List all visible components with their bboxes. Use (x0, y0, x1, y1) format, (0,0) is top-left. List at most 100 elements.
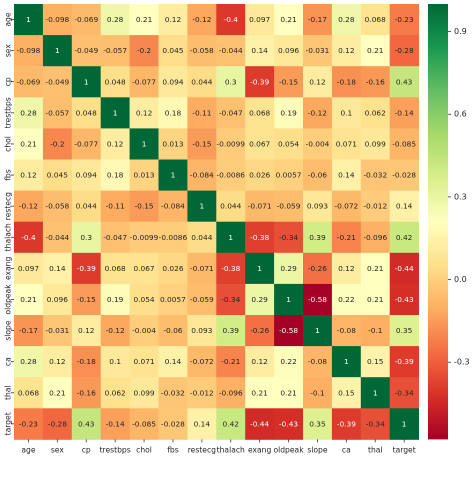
cell-value-label: 1 (373, 388, 378, 397)
colorbar (428, 4, 448, 440)
heatmap-cell-thal-cp (71, 377, 102, 409)
heatmap-cell-ca-chol (129, 346, 159, 378)
cell-value-label: 0.096 (278, 46, 299, 55)
cell-value-label: 0.071 (133, 357, 154, 366)
cell-value-label: -0.44 (395, 264, 414, 273)
cell-value-label: 0.19 (107, 295, 124, 304)
heatmap-cell-age-fbs (158, 4, 188, 36)
cell-value-label: -0.11 (192, 108, 211, 117)
cell-value-label: 0.28 (20, 357, 37, 366)
heatmap-cell-slope-exang (245, 315, 275, 347)
cell-value-label: -0.2 (137, 46, 151, 55)
heatmap-cell-age-sex (42, 4, 73, 36)
cell-value-label: 0.0057 (160, 295, 186, 304)
cell-value-label: -0.4 (21, 233, 36, 242)
cell-value-label: -0.1 (310, 388, 325, 397)
heatmap-cell-sex-thal (360, 35, 391, 67)
y-tick-labels: age sex cp trestbps chol fbs restecg thalach exa… (4, 12, 14, 435)
x-tick-label: thal (368, 445, 383, 454)
cell-value-label: 1 (113, 108, 118, 117)
heatmap-cell-target-thal (360, 408, 391, 440)
heatmap-cell-thal-fbs (158, 377, 188, 409)
x-tick-label: fbs (167, 445, 178, 454)
heatmap-cell-fbs-chol (129, 159, 159, 191)
heatmap-cell-thalach-thal (360, 221, 391, 254)
heatmap-cell-fbs-age (14, 159, 44, 191)
cell-value-label: 0.099 (133, 388, 154, 397)
cell-value-label: -0.096 (363, 233, 387, 242)
cell-value-label: 1 (257, 264, 262, 273)
cell-value-label: -0.069 (74, 15, 98, 24)
cell-value-label: -0.58 (279, 326, 298, 335)
y-tick-label: exang (4, 257, 13, 280)
heatmap-cell-trestbps-trestbps (100, 97, 130, 129)
cell-value-label: 0.097 (18, 264, 39, 273)
heatmap-cell-thalach-exang (245, 221, 275, 254)
cell-value-label: 0.12 (309, 77, 325, 86)
cell-value-label: -0.049 (45, 77, 69, 86)
heatmap-cell-age-thalach (216, 4, 246, 36)
heatmap-cell-exang-restecg (187, 252, 217, 285)
cell-value-label: 0.3 (80, 233, 92, 242)
heatmap-cell-trestbps-target (389, 97, 419, 129)
cell-value-label: 0.044 (76, 202, 97, 211)
cell-value-label: -0.084 (161, 202, 185, 211)
cell-value-label: 1 (142, 139, 147, 148)
cell-value-label: 0.1 (109, 357, 121, 366)
cell-value-label: 0.43 (396, 77, 413, 86)
heatmap-cell-target-sex (42, 408, 73, 440)
x-tick-label: chol (136, 445, 152, 454)
cell-value-label: -0.39 (77, 264, 96, 273)
cell-value-label: 0.12 (136, 108, 152, 117)
heatmap-cell-slope-ca (331, 315, 362, 347)
heatmap-cell-trestbps-fbs (158, 97, 188, 129)
heatmap-cell-age-target (389, 4, 419, 36)
cell-value-label: 0.093 (307, 202, 328, 211)
heatmap-cell-thal-age (14, 377, 44, 409)
heatmap-cell-ca-age (14, 346, 44, 378)
heatmap-cell-thal-oldpeak (274, 377, 304, 409)
heatmap-cell-thal-ca (331, 377, 362, 409)
heatmap-cell-ca-trestbps (100, 346, 130, 378)
y-tick-label: thalach (4, 223, 13, 251)
heatmap-cell-thalach-thalach (216, 221, 246, 254)
cell-value-label: 1 (199, 202, 204, 211)
cell-value-label: 0.22 (280, 357, 296, 366)
heatmap-cell-ca-sex (42, 346, 73, 378)
heatmap-cell-slope-trestbps (100, 315, 130, 347)
cell-value-label: 0.28 (107, 15, 124, 24)
cell-value-label: -0.077 (132, 77, 156, 86)
cell-value-label: -0.059 (277, 202, 301, 211)
cell-value-label: 1 (55, 46, 60, 55)
cell-value-label: 0.054 (278, 139, 299, 148)
heatmap-cell-target-cp (71, 408, 102, 440)
heatmap-cell-target-chol (129, 408, 159, 440)
cell-value-label: -0.28 (48, 419, 67, 428)
cell-value-label: -0.06 (163, 326, 182, 335)
heatmap-cell-oldpeak-oldpeak (274, 283, 304, 316)
heatmap-cell-age-restecg (187, 4, 217, 36)
cell-value-label: 0.22 (338, 295, 354, 304)
cell-value-label: -0.15 (279, 77, 298, 86)
heatmap-cell-slope-sex (42, 315, 73, 347)
heatmap-cell-chol-chol (129, 128, 159, 160)
cell-value-label: -0.069 (17, 77, 41, 86)
heatmap-cell-target-ca (331, 408, 362, 440)
x-tick-label: slope (307, 445, 328, 454)
cell-value-label: 0.14 (49, 264, 66, 273)
cell-value-label: 0.093 (191, 326, 212, 335)
heatmap-cell-sex-slope (303, 35, 333, 67)
cell-value-label: 0.12 (107, 139, 123, 148)
cell-value-label: -0.23 (19, 419, 38, 428)
heatmap-cell-thalach-slope (303, 221, 333, 254)
cell-value-label: -0.085 (132, 419, 156, 428)
cell-value-label: -0.049 (74, 46, 98, 55)
cell-value-label: 0.12 (338, 46, 354, 55)
cell-value-label: -0.028 (161, 419, 185, 428)
heatmap-cell-exang-chol (129, 252, 159, 285)
cell-value-label: 0.21 (136, 15, 153, 24)
colorbar-tick-label: 0.3 (454, 192, 467, 201)
cell-value-label: -0.06 (308, 171, 327, 180)
cell-value-label: 0.14 (194, 419, 211, 428)
cell-value-label: -0.34 (221, 295, 240, 304)
